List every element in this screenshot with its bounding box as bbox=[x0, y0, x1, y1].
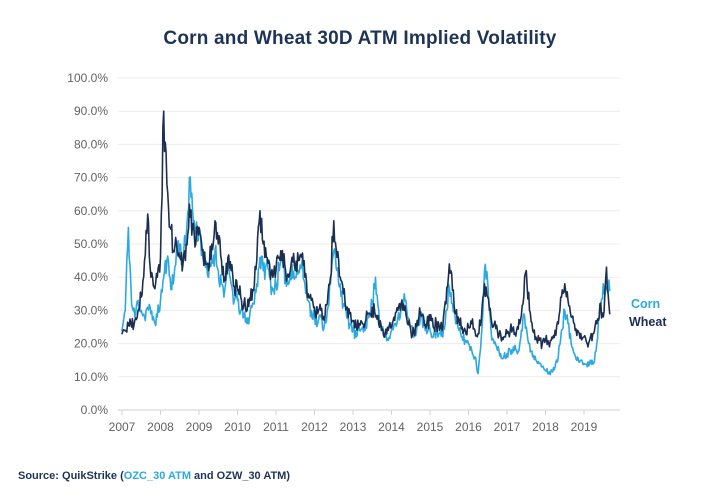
x-axis-tick-label: 2010 bbox=[224, 420, 251, 434]
y-axis-tick-label: 70.0% bbox=[74, 171, 108, 185]
y-axis-tick-label: 80.0% bbox=[74, 137, 108, 151]
y-axis-tick-label: 50.0% bbox=[74, 237, 108, 251]
legend-wheat-label: Wheat bbox=[629, 315, 667, 329]
source-link-ozc30atm[interactable]: OZC_30 ATM bbox=[123, 470, 191, 482]
x-axis-tick-label: 2014 bbox=[378, 420, 405, 434]
x-axis-tick-label: 2015 bbox=[417, 420, 444, 434]
x-axis-tick-label: 2008 bbox=[147, 420, 174, 434]
y-axis-tick-label: 10.0% bbox=[74, 370, 108, 384]
source-text-suffix: and OZW_30 ATM) bbox=[191, 470, 290, 482]
x-axis-tick-label: 2012 bbox=[301, 420, 328, 434]
x-axis-tick-label: 2013 bbox=[340, 420, 367, 434]
source-text-prefix: Source: QuikStrike ( bbox=[18, 470, 124, 482]
y-axis-tick-label: 40.0% bbox=[74, 270, 108, 284]
legend-corn-label: Corn bbox=[631, 297, 661, 311]
y-axis-tick-label: 20.0% bbox=[74, 337, 108, 351]
y-axis-tick-label: 90.0% bbox=[74, 104, 108, 118]
y-axis-tick-label: 30.0% bbox=[74, 303, 108, 317]
source-line: Source: QuikStrike (OZC_30 ATM and OZW_3… bbox=[18, 470, 290, 482]
x-axis-tick-label: 2007 bbox=[109, 420, 136, 434]
x-axis-tick-label: 2009 bbox=[186, 420, 213, 434]
x-axis-tick-label: 2016 bbox=[455, 420, 482, 434]
x-axis-tick-label: 2019 bbox=[571, 420, 598, 434]
x-axis-tick-label: 2011 bbox=[263, 420, 289, 434]
x-axis-tick-label: 2017 bbox=[494, 420, 521, 434]
y-axis-tick-label: 60.0% bbox=[74, 204, 108, 218]
wheat-series-line bbox=[121, 110, 611, 350]
chart-title: Corn and Wheat 30D ATM Implied Volatilit… bbox=[163, 28, 557, 49]
x-axis-tick-label: 2018 bbox=[532, 420, 559, 434]
y-axis-tick-label: 100.0% bbox=[67, 71, 108, 85]
corn-series-line bbox=[121, 176, 611, 376]
y-axis-tick-label: 0.0% bbox=[81, 403, 109, 417]
